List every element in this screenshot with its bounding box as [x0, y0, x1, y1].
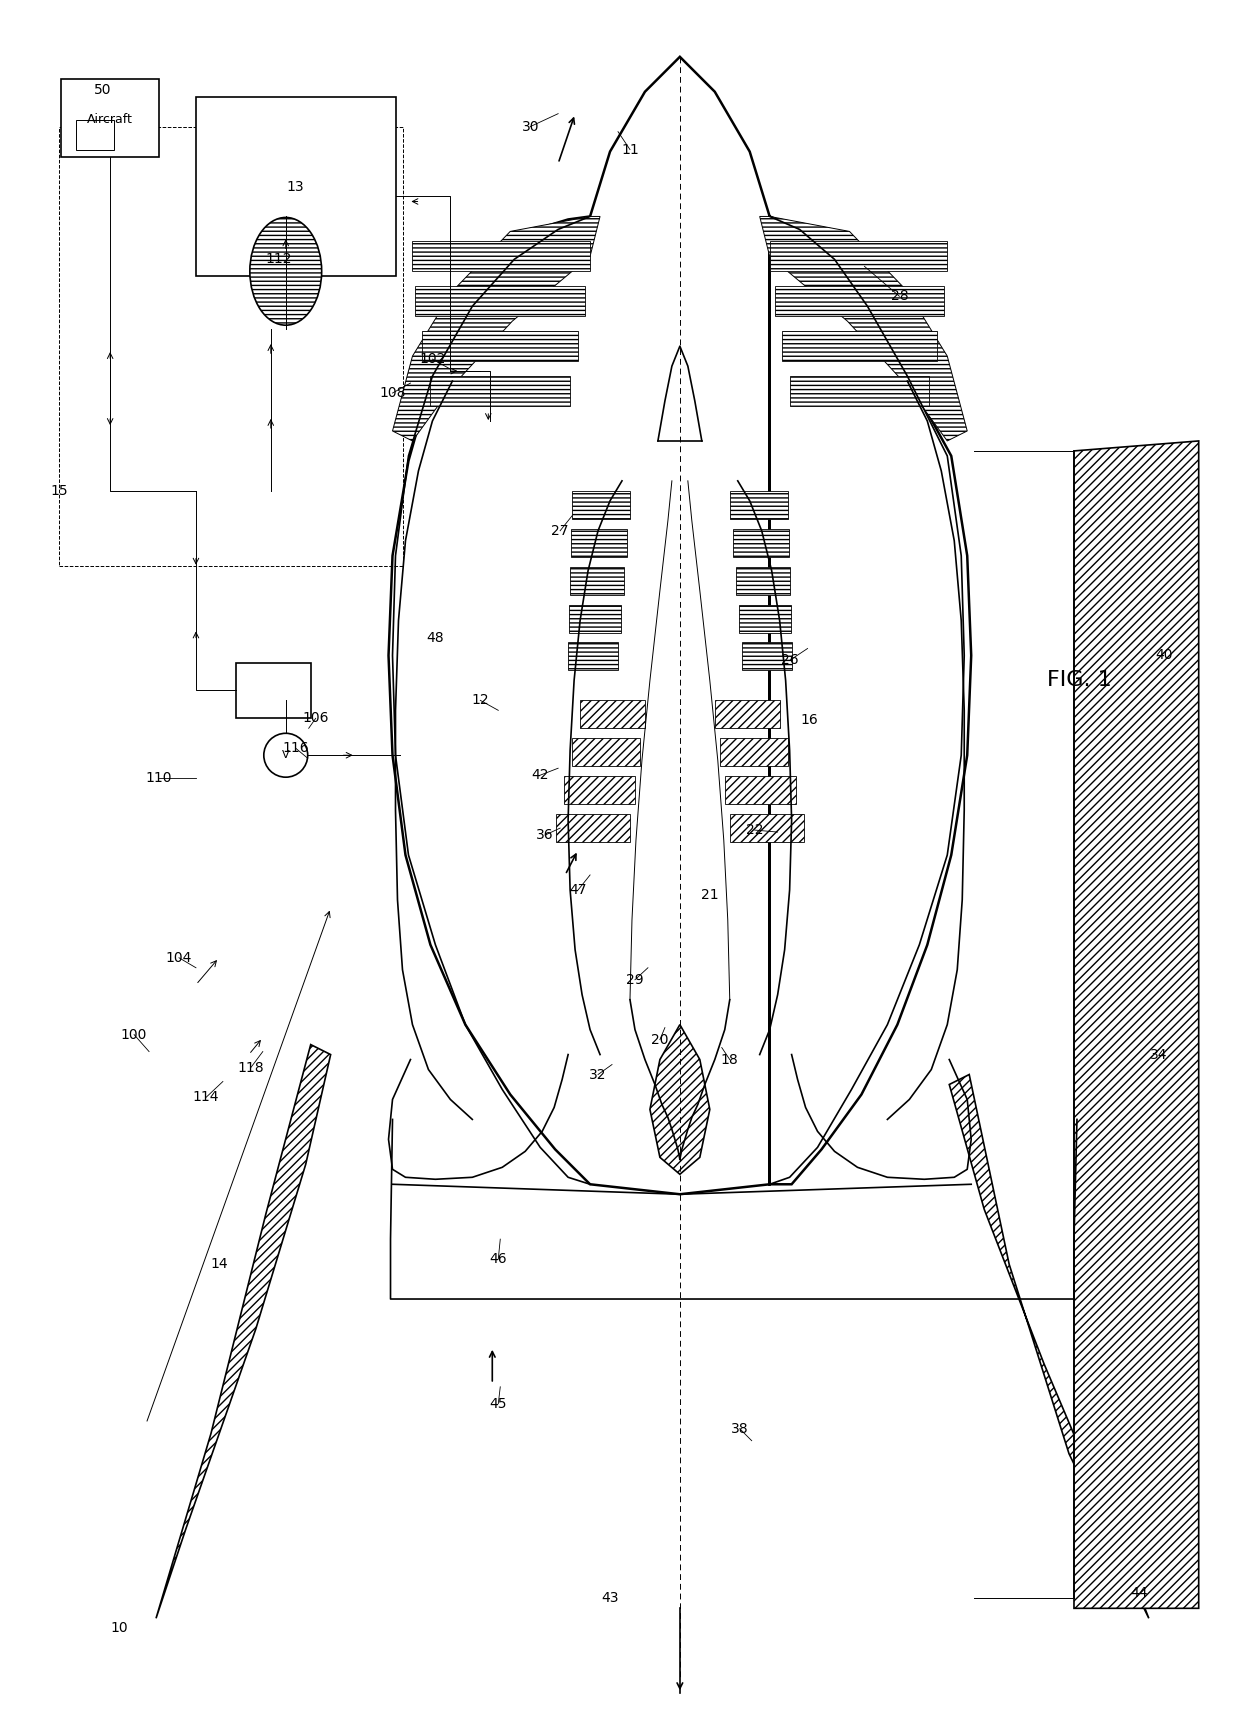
Text: 47: 47: [569, 882, 587, 896]
Polygon shape: [733, 528, 789, 557]
Bar: [196, 96, 396, 277]
Text: 100: 100: [122, 1027, 148, 1042]
Text: 50: 50: [94, 83, 112, 96]
Polygon shape: [760, 217, 967, 440]
Polygon shape: [650, 1025, 709, 1175]
Text: 28: 28: [890, 289, 908, 303]
Text: 112: 112: [265, 253, 291, 267]
Text: 34: 34: [1149, 1047, 1168, 1061]
Text: 45: 45: [490, 1397, 507, 1410]
Polygon shape: [775, 286, 945, 316]
Text: FIG. 1: FIG. 1: [1047, 671, 1111, 690]
Bar: [236, 664, 311, 719]
Polygon shape: [572, 528, 627, 557]
Text: 46: 46: [490, 1252, 507, 1266]
Polygon shape: [569, 604, 621, 633]
Polygon shape: [415, 286, 585, 316]
Polygon shape: [572, 490, 630, 519]
Text: 20: 20: [651, 1032, 668, 1046]
Bar: [61, 79, 159, 157]
Text: 13: 13: [286, 179, 305, 194]
Text: 15: 15: [51, 483, 68, 497]
Text: Aircraft: Aircraft: [87, 114, 133, 126]
Text: 29: 29: [626, 974, 644, 987]
Polygon shape: [156, 1044, 331, 1619]
Text: 102: 102: [419, 353, 445, 366]
Text: 22: 22: [746, 824, 764, 838]
Circle shape: [264, 733, 308, 777]
Polygon shape: [770, 241, 947, 272]
Polygon shape: [423, 332, 578, 361]
Text: 10: 10: [110, 1622, 128, 1636]
Text: 110: 110: [146, 771, 172, 786]
Polygon shape: [568, 643, 618, 671]
Polygon shape: [557, 814, 630, 843]
Bar: [60, 127, 403, 566]
Text: 18: 18: [720, 1053, 739, 1066]
Text: 26: 26: [781, 654, 799, 667]
Text: 43: 43: [601, 1591, 619, 1605]
Polygon shape: [393, 217, 600, 440]
Text: 12: 12: [471, 693, 489, 707]
Text: 118: 118: [238, 1061, 264, 1075]
Text: 30: 30: [522, 120, 539, 134]
Polygon shape: [735, 566, 790, 595]
Polygon shape: [719, 738, 787, 765]
Text: 104: 104: [166, 951, 192, 965]
Polygon shape: [413, 241, 590, 272]
Polygon shape: [724, 776, 796, 805]
Text: 36: 36: [537, 827, 554, 843]
Ellipse shape: [249, 217, 321, 325]
Text: 42: 42: [532, 769, 549, 783]
Text: 116: 116: [283, 741, 309, 755]
Polygon shape: [790, 377, 929, 406]
Polygon shape: [730, 814, 804, 843]
Bar: [76, 120, 114, 150]
Polygon shape: [730, 490, 787, 519]
Polygon shape: [950, 1075, 1148, 1619]
Text: 21: 21: [701, 888, 719, 901]
Text: 32: 32: [589, 1068, 606, 1082]
Text: 108: 108: [379, 385, 405, 401]
Polygon shape: [564, 776, 635, 805]
Text: 14: 14: [210, 1257, 228, 1271]
Polygon shape: [430, 377, 570, 406]
Text: 106: 106: [303, 712, 329, 726]
Polygon shape: [739, 604, 791, 633]
Text: 27: 27: [552, 523, 569, 538]
Text: 11: 11: [621, 143, 639, 157]
Polygon shape: [781, 332, 937, 361]
Polygon shape: [714, 700, 780, 728]
Polygon shape: [572, 738, 640, 765]
Text: 16: 16: [801, 714, 818, 728]
Text: 40: 40: [1154, 648, 1173, 662]
Text: 48: 48: [427, 631, 444, 645]
Polygon shape: [580, 700, 645, 728]
Text: 38: 38: [730, 1422, 749, 1436]
Polygon shape: [388, 57, 971, 1194]
Polygon shape: [570, 566, 624, 595]
Polygon shape: [1074, 440, 1199, 1608]
Polygon shape: [742, 643, 791, 671]
Text: V: V: [281, 750, 290, 760]
Text: 114: 114: [192, 1090, 219, 1104]
Text: 44: 44: [1130, 1586, 1147, 1600]
